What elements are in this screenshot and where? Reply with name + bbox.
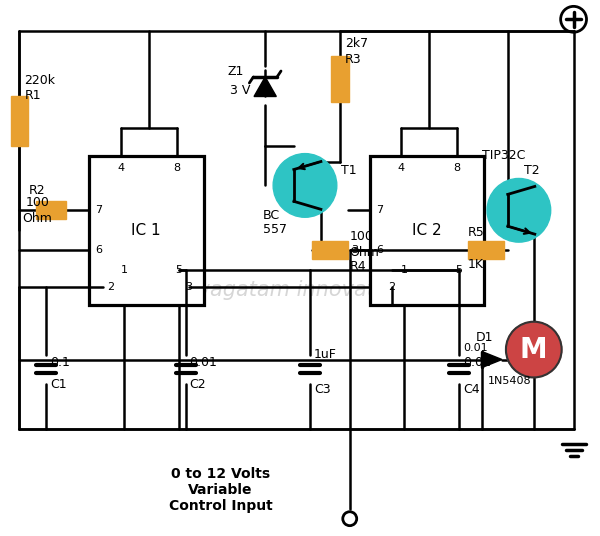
Text: C1: C1 xyxy=(50,378,67,391)
Text: 6: 6 xyxy=(95,245,103,255)
Text: 1K: 1K xyxy=(468,257,484,271)
Text: 3 V: 3 V xyxy=(230,85,251,98)
Text: R1: R1 xyxy=(25,90,41,102)
Text: 100: 100 xyxy=(25,196,49,209)
Text: 0 to 12 Volts
Variable
Control Input: 0 to 12 Volts Variable Control Input xyxy=(169,467,272,513)
Text: R4: R4 xyxy=(350,259,367,272)
Circle shape xyxy=(506,322,562,377)
Bar xyxy=(370,155,484,305)
Text: R5: R5 xyxy=(468,226,484,239)
Bar xyxy=(312,241,348,259)
Text: Ohm: Ohm xyxy=(350,245,380,258)
Text: 0.1: 0.1 xyxy=(50,356,70,369)
Text: 4: 4 xyxy=(118,162,124,173)
Text: C4: C4 xyxy=(463,383,480,396)
Text: 0.01: 0.01 xyxy=(463,356,491,369)
Text: 3: 3 xyxy=(185,282,192,292)
Text: TIP32C: TIP32C xyxy=(482,149,526,162)
Text: Ohm: Ohm xyxy=(22,212,52,225)
Text: 7: 7 xyxy=(95,205,103,215)
Text: T1: T1 xyxy=(341,164,356,177)
Text: swagatam innovations: swagatam innovations xyxy=(182,280,418,300)
Text: 220k: 220k xyxy=(25,75,55,87)
Text: 6: 6 xyxy=(376,245,383,255)
Text: 8: 8 xyxy=(454,162,461,173)
Text: 100: 100 xyxy=(350,229,374,243)
Text: IC 1: IC 1 xyxy=(131,222,161,237)
Text: 5: 5 xyxy=(455,265,463,275)
Text: 2: 2 xyxy=(388,282,395,292)
Text: Z1: Z1 xyxy=(227,64,244,78)
Text: T2: T2 xyxy=(524,164,539,177)
Text: 4: 4 xyxy=(398,162,405,173)
Text: 0.01: 0.01 xyxy=(463,343,488,353)
Bar xyxy=(331,56,349,102)
Bar xyxy=(89,155,203,305)
Text: D1: D1 xyxy=(475,331,493,344)
Text: 2k7: 2k7 xyxy=(345,36,368,50)
Bar xyxy=(11,96,28,146)
Circle shape xyxy=(487,178,551,242)
Bar xyxy=(468,241,504,259)
Text: 1: 1 xyxy=(121,265,127,275)
Text: 2: 2 xyxy=(107,282,115,292)
Text: 1N5408: 1N5408 xyxy=(488,376,532,386)
Text: R2: R2 xyxy=(29,184,46,197)
Text: 5: 5 xyxy=(175,265,182,275)
Text: C2: C2 xyxy=(190,378,206,391)
Text: 0.01: 0.01 xyxy=(190,356,217,369)
Text: R3: R3 xyxy=(345,53,361,65)
Text: C3: C3 xyxy=(314,383,331,396)
Text: 1uF: 1uF xyxy=(314,348,337,361)
Polygon shape xyxy=(482,352,502,368)
Bar xyxy=(37,202,66,219)
Circle shape xyxy=(273,154,337,217)
Text: 557: 557 xyxy=(263,222,287,236)
Text: 7: 7 xyxy=(376,205,383,215)
Text: 1: 1 xyxy=(401,265,408,275)
Polygon shape xyxy=(254,77,277,96)
Text: 3: 3 xyxy=(351,245,358,255)
Text: M: M xyxy=(520,336,548,363)
Text: 8: 8 xyxy=(173,162,180,173)
Text: IC 2: IC 2 xyxy=(412,222,442,237)
Text: BC: BC xyxy=(263,209,280,222)
